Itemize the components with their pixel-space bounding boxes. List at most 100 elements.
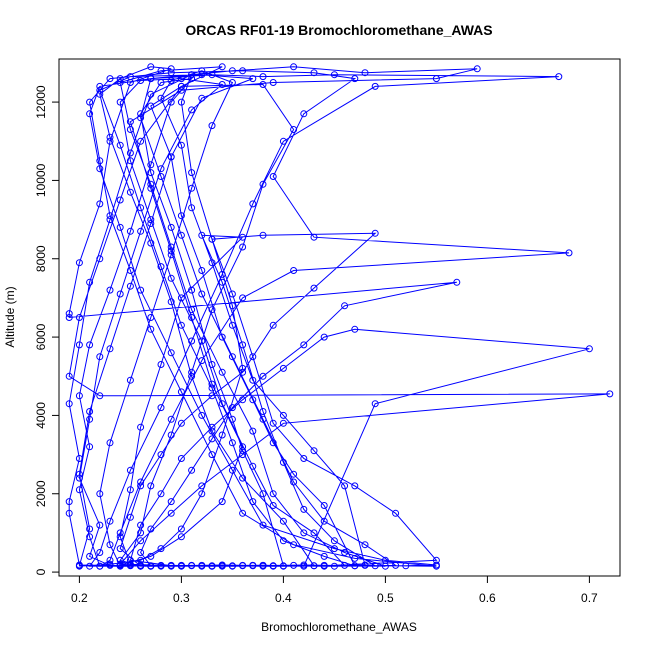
chart-title: ORCAS RF01-19 Bromochloromethane_AWAS	[185, 22, 492, 38]
data-point	[239, 451, 247, 459]
data-point	[86, 562, 94, 570]
data-point	[177, 98, 185, 106]
data-point	[177, 75, 185, 83]
data-point	[259, 231, 267, 239]
data-point	[106, 216, 114, 224]
data-point	[290, 478, 298, 486]
data-point	[371, 562, 379, 570]
data-point	[157, 173, 165, 180]
data-point	[86, 533, 94, 541]
data-point	[269, 173, 277, 180]
data-point	[137, 110, 145, 118]
data-point	[177, 86, 185, 94]
data-point	[208, 562, 216, 570]
data-point	[106, 439, 114, 447]
data-point	[239, 368, 247, 376]
data-point	[75, 259, 83, 267]
data-point	[269, 562, 277, 570]
data-point	[239, 364, 247, 372]
data-point	[65, 314, 73, 321]
data-point	[188, 106, 196, 114]
data-point	[96, 165, 104, 173]
data-point	[177, 388, 185, 396]
data-point	[167, 274, 175, 282]
data-point	[300, 341, 308, 349]
data-point	[208, 451, 216, 459]
data-point	[208, 392, 216, 400]
data-point	[65, 400, 73, 408]
data-point	[402, 562, 410, 570]
data-point	[75, 314, 83, 321]
data-point	[147, 75, 155, 83]
data-point	[188, 561, 196, 569]
data-point	[147, 102, 155, 110]
data-point	[330, 71, 338, 79]
data-point	[310, 447, 318, 455]
data-point	[259, 73, 267, 81]
y-tick-label: 6000	[34, 323, 48, 350]
data-point	[218, 368, 226, 376]
data-point	[188, 286, 196, 294]
data-point	[208, 122, 216, 130]
data-point	[137, 137, 145, 145]
data-point	[126, 282, 134, 290]
data-point	[75, 474, 83, 482]
data-point	[208, 384, 216, 392]
data-point	[259, 180, 267, 188]
y-axis: 0 2000 4000 6000 8000 10000 12000	[34, 85, 60, 575]
data-point	[157, 361, 165, 368]
data-point	[126, 486, 134, 494]
data-point	[188, 368, 196, 376]
data-point	[126, 466, 134, 474]
data-point	[290, 541, 298, 549]
data-point	[392, 561, 400, 569]
data-point	[116, 79, 124, 86]
data-point	[208, 71, 216, 79]
data-point	[351, 562, 359, 570]
data-point	[188, 306, 196, 314]
data-point	[157, 263, 165, 271]
data-point	[208, 427, 216, 435]
data-point	[167, 223, 175, 231]
data-point	[106, 561, 114, 569]
data-point	[116, 529, 124, 537]
data-point	[228, 353, 236, 361]
data-point	[239, 443, 247, 451]
data-point	[198, 562, 206, 570]
data-point	[75, 392, 83, 400]
data-point	[228, 321, 236, 329]
data-point	[147, 562, 155, 570]
data-point	[249, 396, 257, 404]
data-point	[290, 126, 298, 133]
data-point	[116, 290, 124, 298]
data-point	[279, 364, 287, 372]
data-point	[177, 455, 185, 462]
data-point	[198, 337, 206, 345]
data-point	[351, 482, 359, 490]
data-point	[126, 126, 134, 133]
data-point	[218, 498, 226, 506]
data-point	[167, 69, 175, 77]
data-point	[137, 227, 145, 235]
x-axis-label: Bromochloromethane_AWAS	[261, 620, 417, 634]
data-point	[157, 165, 165, 173]
x-tick-label: 0.2	[71, 591, 88, 605]
x-tick-label: 0.4	[275, 591, 292, 605]
data-point	[167, 431, 175, 439]
data-point	[167, 251, 175, 259]
data-point	[137, 114, 145, 122]
data-point	[290, 267, 298, 274]
data-point	[585, 345, 593, 353]
data-point	[228, 404, 236, 412]
data-point	[269, 419, 277, 427]
data-point	[157, 67, 165, 75]
data-point	[137, 204, 145, 212]
data-point	[259, 415, 267, 423]
data-point	[106, 75, 114, 83]
data-point	[341, 482, 349, 490]
data-point	[167, 247, 175, 255]
data-point	[188, 204, 196, 212]
data-point	[116, 98, 124, 106]
data-point	[177, 419, 185, 427]
